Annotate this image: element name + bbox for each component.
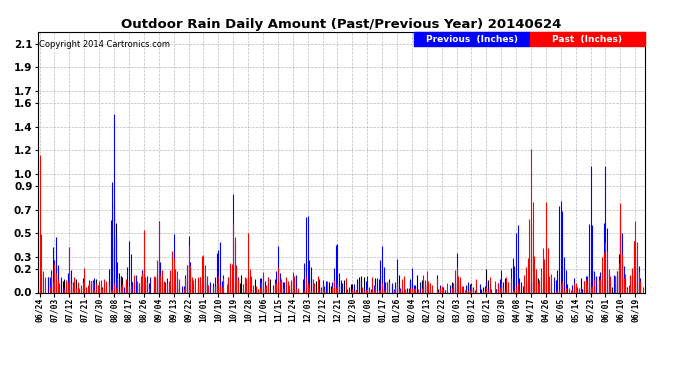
Title: Outdoor Rain Daily Amount (Past/Previous Year) 20140624: Outdoor Rain Daily Amount (Past/Previous… — [121, 18, 562, 31]
Text: Copyright 2014 Cartronics.com: Copyright 2014 Cartronics.com — [39, 40, 170, 49]
